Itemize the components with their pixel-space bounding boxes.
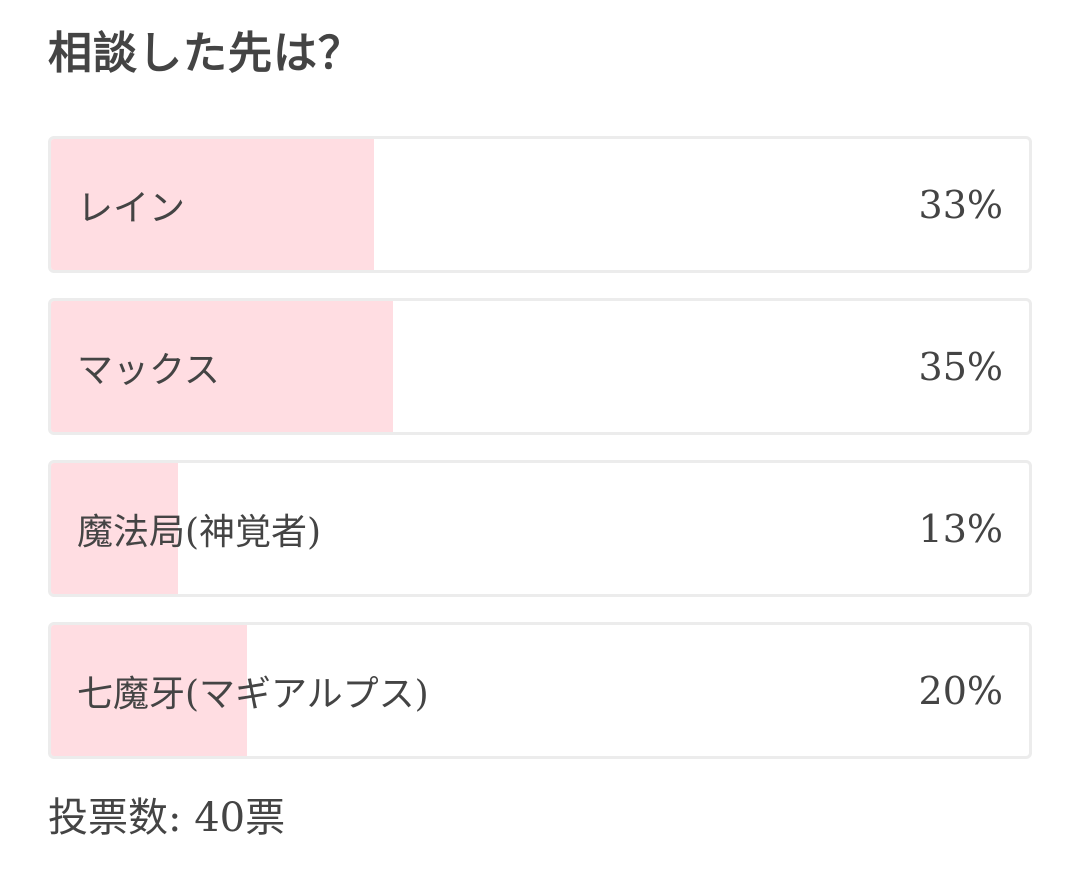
option-percent: 33% <box>918 182 1003 227</box>
option-percent: 20% <box>918 668 1003 713</box>
option-label: マックス <box>77 349 220 391</box>
poll-option-magic-bureau[interactable]: 魔法局(神覚者) 13% <box>48 460 1032 597</box>
result-bar <box>51 301 394 432</box>
option-label: 七魔牙(マギアルプス) <box>77 673 429 715</box>
option-percent: 35% <box>918 344 1003 389</box>
result-bar <box>51 463 179 594</box>
option-label: 魔法局(神覚者) <box>77 511 322 553</box>
poll-option-rain[interactable]: レイン 33% <box>48 136 1032 273</box>
result-bar <box>51 625 247 756</box>
poll-option-magia-lupus[interactable]: 七魔牙(マギアルプス) 20% <box>48 622 1032 759</box>
result-bar <box>51 139 374 270</box>
option-percent: 13% <box>918 506 1003 551</box>
vote-count: 投票数: 40票 <box>48 795 286 841</box>
poll-title: 相談した先は？ <box>48 28 363 79</box>
option-label: レイン <box>77 187 186 229</box>
poll-options: レイン 33% マックス 35% 魔法局(神覚者) 13% 七魔牙(マギアルプス… <box>48 136 1032 784</box>
poll-option-max[interactable]: マックス 35% <box>48 298 1032 435</box>
